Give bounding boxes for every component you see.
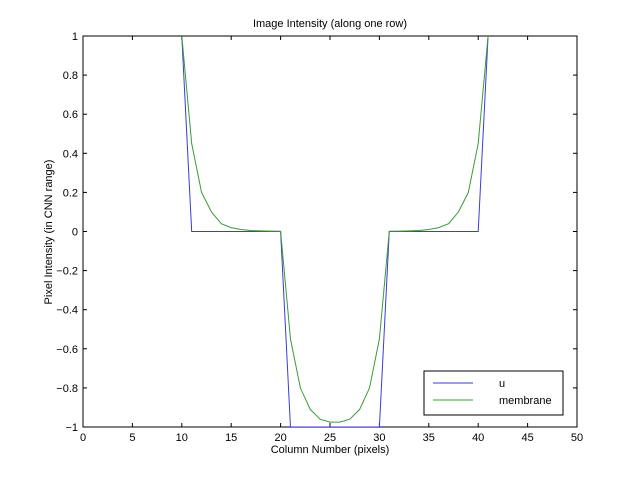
series-line-membrane [181, 36, 489, 423]
y-tick-label: 0.4 [63, 148, 78, 160]
y-tick-label: 1 [72, 31, 78, 43]
x-tick-label: 50 [571, 432, 583, 444]
y-tick-label: 0 [72, 227, 78, 239]
y-tick-label: −0.4 [56, 305, 78, 317]
y-tick-label: −0.2 [56, 266, 78, 278]
plot-area [82, 35, 578, 428]
legend-label-u: u [499, 378, 505, 390]
x-axis-label: Column Number (pixels) [271, 444, 390, 456]
x-tick-label: 25 [324, 432, 336, 444]
chart-title: Image Intensity (along one row) [253, 18, 407, 30]
x-tick-label: 40 [472, 432, 484, 444]
legend: u membrane [423, 370, 564, 416]
x-tick-label: 5 [129, 432, 135, 444]
y-tick-label: −0.6 [56, 344, 78, 356]
y-axis-label: Pixel Intensity (in CNN range) [43, 160, 55, 305]
x-tick-label: 45 [521, 432, 533, 444]
x-tick-label: 20 [274, 432, 286, 444]
legend-label-membrane: membrane [499, 395, 552, 407]
legend-box [423, 370, 564, 416]
x-tick-label: 0 [80, 432, 86, 444]
y-axis-ticks: −1 −0.8 −0.6 −0.4 −0.2 0 0.2 0.4 0.6 0.8 1 [56, 31, 577, 434]
y-tick-label: −1 [65, 422, 78, 434]
x-tick-label: 30 [373, 432, 385, 444]
y-tick-label: 0.6 [63, 109, 78, 121]
x-tick-label: 10 [176, 432, 188, 444]
y-tick-label: 0.8 [63, 70, 78, 82]
y-tick-label: 0.2 [63, 187, 78, 199]
series-layer [181, 36, 489, 427]
y-tick-label: −0.8 [56, 383, 78, 395]
series-line-u [181, 36, 489, 427]
x-tick-label: 35 [423, 432, 435, 444]
x-tick-label: 15 [225, 432, 237, 444]
